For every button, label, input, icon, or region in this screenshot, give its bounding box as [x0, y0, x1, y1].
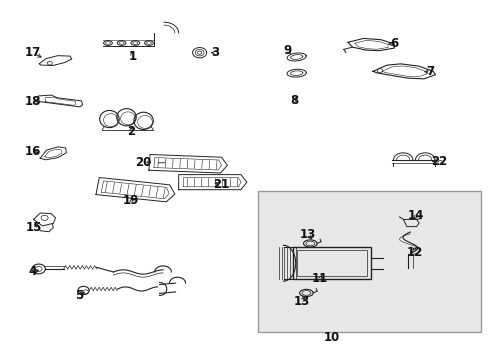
Text: 7: 7: [426, 65, 434, 78]
Text: 3: 3: [211, 46, 219, 59]
Text: 16: 16: [24, 145, 41, 158]
Text: 19: 19: [123, 194, 139, 207]
Text: 4: 4: [28, 265, 37, 278]
Text: 17: 17: [24, 46, 41, 59]
Bar: [258, 192, 480, 332]
Text: 18: 18: [24, 95, 41, 108]
Text: 15: 15: [25, 221, 42, 234]
Text: 6: 6: [390, 37, 398, 50]
Text: 10: 10: [324, 330, 340, 343]
Text: 8: 8: [289, 94, 298, 107]
Text: 21: 21: [213, 178, 229, 191]
Text: 14: 14: [407, 210, 424, 222]
Bar: [293, 247, 370, 279]
Text: 20: 20: [135, 156, 151, 169]
Text: 13: 13: [293, 295, 309, 308]
Text: 2: 2: [127, 125, 135, 138]
Bar: [297, 250, 366, 276]
Text: 1: 1: [128, 50, 136, 63]
Text: 12: 12: [406, 246, 423, 259]
Text: 22: 22: [430, 155, 447, 168]
Text: 5: 5: [75, 289, 82, 302]
Text: 11: 11: [311, 272, 327, 285]
Text: 13: 13: [299, 228, 315, 241]
Text: 9: 9: [283, 44, 291, 57]
